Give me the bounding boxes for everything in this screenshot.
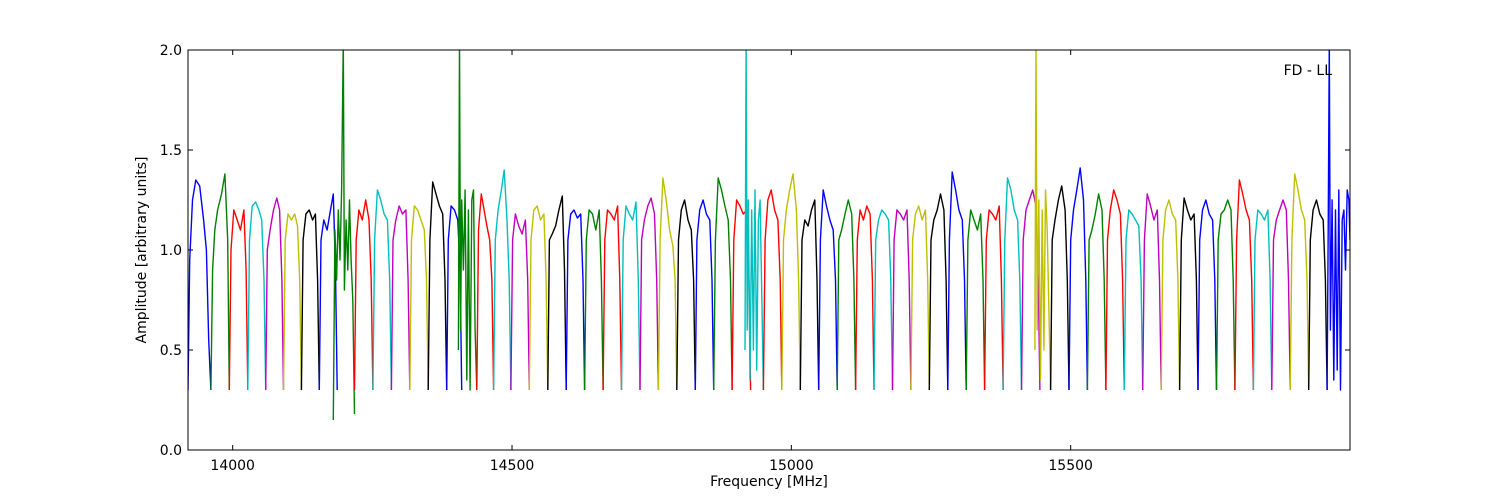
series-line-55 [1178,197,1199,391]
ticks-layer: 14000 14500 15000 15500 0.0 0.5 1.0 1.5 2.0 [160,43,1350,474]
y-tick-label-0: 0.0 [160,443,182,459]
series-line-9 [353,199,374,391]
y-axis-label: Amplitude [arbitrary units] [134,157,150,344]
series-line-45 [1002,177,1023,391]
series-line-47 [1034,50,1052,391]
series-line-23 [602,205,623,391]
series-line-33 [781,173,801,391]
series-line-36 [836,199,857,391]
series-line-19 [528,205,549,391]
series-line-41 [928,193,949,391]
series-line-35 [818,189,838,391]
x-axis-label: Frequency [MHz] [710,474,828,490]
series-line-57 [1215,199,1236,391]
x-tick-label-1: 14500 [490,458,535,474]
series-line-1 [210,173,230,391]
series-line-56 [1197,199,1218,391]
y-tick-label-1: 0.5 [160,343,182,359]
series-line-2 [228,209,249,391]
series-line-22 [583,209,604,391]
series-line-10 [372,189,393,391]
series-line-39 [891,209,912,391]
series-line-11 [390,205,411,391]
series-line-52 [1123,209,1144,391]
series-line-49 [1068,167,1089,391]
series-line-3 [247,201,267,391]
x-tick-label-3: 15500 [1048,458,1093,474]
x-tick-label-0: 14000 [210,458,255,474]
series-line-15 [457,50,478,391]
y-tick-label-2: 1.0 [160,243,182,259]
series-line-48 [1049,185,1070,391]
series-line-38 [873,209,894,391]
series-line-13 [427,181,448,391]
series-line-24 [620,201,641,391]
series-line-37 [854,205,875,391]
series-line-12 [409,205,429,391]
series-line-27 [676,199,696,391]
series-line-17 [492,169,512,391]
series-line-58 [1234,179,1255,391]
series-line-63 [1326,50,1350,391]
series-line-32 [762,189,783,391]
series-line-54 [1160,199,1181,391]
series-line-26 [657,177,678,391]
series-line-18 [510,213,530,391]
series-line-34 [799,199,820,391]
series-line-0 [188,179,212,391]
series-layer [188,50,1350,421]
series-line-31 [744,50,765,391]
series-line-61 [1289,173,1310,391]
series-line-50 [1086,193,1107,391]
series-line-51 [1105,189,1125,391]
series-line-44 [983,205,1004,391]
series-line-60 [1271,199,1291,391]
x-tick-label-2: 15000 [769,458,814,474]
y-tick-label-3: 1.5 [160,143,182,159]
y-tick-label-4: 2.0 [160,43,182,59]
series-line-25 [639,197,660,391]
series-line-20 [547,195,567,391]
series-line-8 [332,50,356,421]
series-line-40 [910,205,930,391]
series-line-43 [965,209,986,391]
series-line-5 [282,213,303,391]
series-line-53 [1141,193,1162,391]
series-line-29 [713,177,733,391]
series-line-28 [694,199,715,391]
series-line-21 [565,209,586,391]
series-line-42 [947,171,967,391]
series-line-16 [476,193,495,391]
series-line-62 [1307,199,1328,391]
series-line-59 [1252,209,1273,391]
series-line-4 [265,197,285,391]
series-line-6 [300,209,320,391]
annotation-label: FD - LL [1284,63,1333,79]
